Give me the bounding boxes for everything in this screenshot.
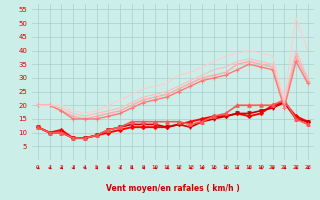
X-axis label: Vent moyen/en rafales ( km/h ): Vent moyen/en rafales ( km/h ) <box>106 184 240 193</box>
